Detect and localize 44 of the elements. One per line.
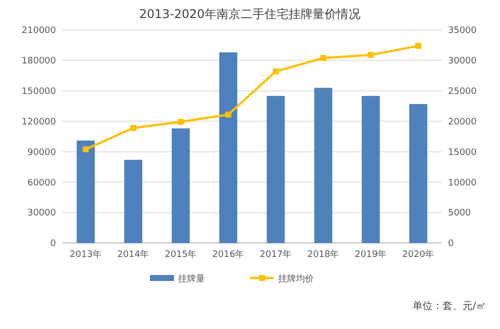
y2-tick-label: 30000 [448, 56, 477, 67]
bar [172, 128, 190, 243]
point [225, 112, 232, 118]
point [82, 146, 89, 152]
y2-tick-label: 0 [448, 239, 454, 250]
bar [76, 140, 95, 243]
point [368, 52, 374, 58]
y-tick-label: 0 [50, 239, 56, 250]
x-tick-label: 2016年 [212, 249, 244, 260]
point [272, 68, 279, 74]
bar [314, 88, 332, 243]
x-tick-label: 2018年 [307, 249, 340, 260]
x-tick-label: 2015年 [164, 249, 197, 260]
x-tick-label: 2019年 [354, 249, 387, 260]
y-tick-label: 150000 [22, 87, 56, 98]
legend-label: 挂牌量 [178, 274, 205, 285]
bar [409, 104, 428, 243]
y-tick-label: 30000 [27, 208, 56, 219]
y2-tick-label: 20000 [448, 117, 477, 128]
x-tick-label: 2020年 [402, 249, 434, 260]
point [320, 54, 326, 61]
y2-tick-label: 25000 [448, 87, 477, 98]
x-tick-label: 2013年 [70, 249, 102, 260]
x-tick-label: 2014年 [117, 249, 150, 260]
text: 单位：套、元/㎡ [412, 300, 486, 312]
point [415, 42, 422, 49]
y-tick-label: 180000 [22, 56, 56, 67]
y2-tick-label: 35000 [448, 26, 477, 36]
y2-tick-label: 15000 [448, 148, 477, 158]
y-tick-label: 210000 [22, 26, 56, 36]
bar [219, 52, 238, 243]
y2-tick-label: 10000 [448, 178, 477, 188]
legend-label: 挂牌均价 [278, 274, 314, 285]
bar [362, 96, 380, 243]
y-tick-label: 120000 [22, 117, 56, 128]
point [130, 124, 136, 131]
y2-tick-label: 5000 [448, 208, 472, 219]
chart-title: 2013-2020年南京二手住宅挂牌量价情况 [139, 7, 361, 21]
bar [124, 160, 142, 243]
bar [266, 96, 285, 243]
y-tick-label: 90000 [27, 148, 56, 158]
point [178, 118, 184, 125]
y-tick-label: 60000 [27, 178, 56, 188]
x-tick-label: 2017年 [260, 249, 292, 260]
